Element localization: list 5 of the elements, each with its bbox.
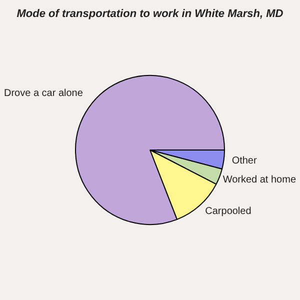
slice-label: Other (232, 155, 258, 166)
slice-label: Worked at home (222, 174, 296, 186)
slice-label: Drove a car alone (4, 88, 84, 100)
chart-title: Mode of transportation to work in White Marsh, MD (16, 8, 284, 20)
slice-label: Carpooled (205, 206, 252, 218)
